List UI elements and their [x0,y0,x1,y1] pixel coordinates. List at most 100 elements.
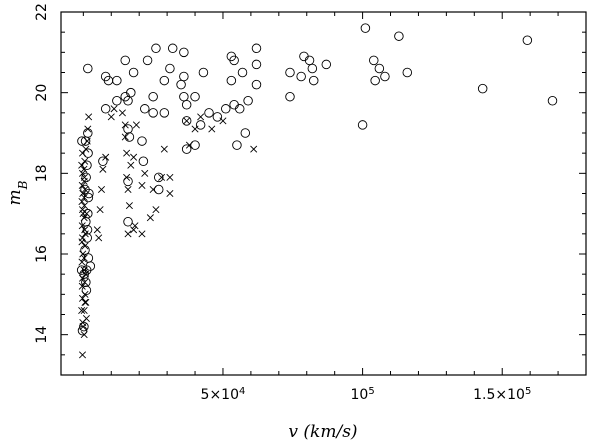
data-point-circle [176,79,186,90]
data-point-cross [121,121,129,129]
data-point-cross [110,105,118,113]
data-point-circle [159,75,170,86]
y-axis-label-sub: B [16,180,30,190]
data-point-cross [81,185,89,193]
data-point-cross [81,242,89,250]
data-point-circle [142,55,153,66]
data-point-cross [78,222,86,230]
x-tick-label: 105 [350,386,374,404]
data-point-cross [79,189,87,198]
data-point-cross [80,266,88,274]
data-point-circle [148,91,158,102]
data-point-cross [83,210,91,218]
data-point-circle [167,43,178,54]
data-point-circle [112,95,122,106]
data-point-circle [181,144,192,154]
data-point-circle [179,91,189,102]
data-point-circle [128,67,139,78]
data-point-circle [251,79,262,90]
data-point-circle [153,184,164,195]
data-point-cross [85,113,93,121]
data-point-circle [477,83,488,94]
data-point-cross [197,113,205,121]
data-point-cross [82,315,90,323]
data-point-cross [82,145,90,153]
x-tick-label: 5×104 [201,386,246,404]
data-point-cross [185,141,193,149]
data-point-circle [81,172,91,183]
data-point-cross [158,173,166,181]
data-point-circle [360,23,371,33]
x-axis-label: v (km/s) [288,422,357,442]
data-point-circle [237,67,248,78]
data-point-circle [251,59,262,70]
data-point-circle [299,51,309,62]
data-point-circle [204,108,214,118]
data-point-cross [124,185,132,193]
data-point-cross [78,149,87,157]
data-point-cross [97,185,106,193]
data-point-circle [547,95,558,106]
data-point-circle [84,188,94,199]
data-point-circle [148,108,158,118]
data-point-circle [304,55,315,66]
data-point-circle [181,100,192,110]
data-point-cross [93,226,101,234]
data-point-cross [79,210,87,218]
data-point-circle [251,43,262,54]
data-point-cross [99,165,107,173]
data-point-circle [296,71,306,82]
data-point-circle [123,176,133,187]
data-point-circle [98,156,108,166]
data-marks [76,23,558,359]
data-point-cross [80,254,88,262]
data-point-cross [82,270,90,278]
data-point-cross [78,294,87,302]
data-point-cross [81,278,89,286]
data-point-circle [159,108,170,118]
data-point-circle [221,104,231,114]
data-point-circle [140,104,150,114]
data-point-circle [240,128,251,138]
data-point-circle [153,172,164,183]
data-point-cross [78,306,86,314]
data-point-circle [83,253,94,263]
data-point-cross [149,185,157,193]
y-tick-label: 20 [34,84,50,102]
x-tick-label-exponent: 5 [368,386,374,397]
data-point-circle [321,59,332,70]
data-point-cross [78,351,87,359]
y-tick-label: 18 [34,164,50,182]
data-point-cross [107,113,115,121]
data-point-cross [78,274,87,282]
data-point-circle [151,43,161,54]
data-point-cross [152,206,160,214]
data-point-cross [81,290,89,298]
data-point-cross [80,214,88,222]
data-point-cross [208,125,216,133]
data-point-cross [80,165,88,173]
data-point-cross [118,109,126,117]
data-point-circle [308,75,319,86]
data-point-cross [81,157,89,165]
x-tick-label: 1.5×105 [473,386,531,404]
data-point-cross [95,234,103,242]
data-point-circle [370,75,380,86]
data-point-circle [234,104,245,114]
x-tick-label-base: 5×10 [201,387,239,403]
data-point-cross [138,181,146,189]
data-point-circle [285,91,295,102]
data-point-circle [81,285,92,296]
data-point-cross [78,198,86,206]
data-point-circle [120,55,130,66]
y-axis-label: mB [5,180,30,205]
y-tick-label: 14 [34,326,50,344]
data-point-cross [130,153,138,161]
data-point-circle [123,124,133,134]
data-point-cross [141,169,149,177]
data-point-circle [307,63,318,74]
data-point-circle [123,216,133,227]
data-point-cross [124,230,132,238]
data-point-cross [84,125,92,133]
data-point-cross [80,331,88,339]
